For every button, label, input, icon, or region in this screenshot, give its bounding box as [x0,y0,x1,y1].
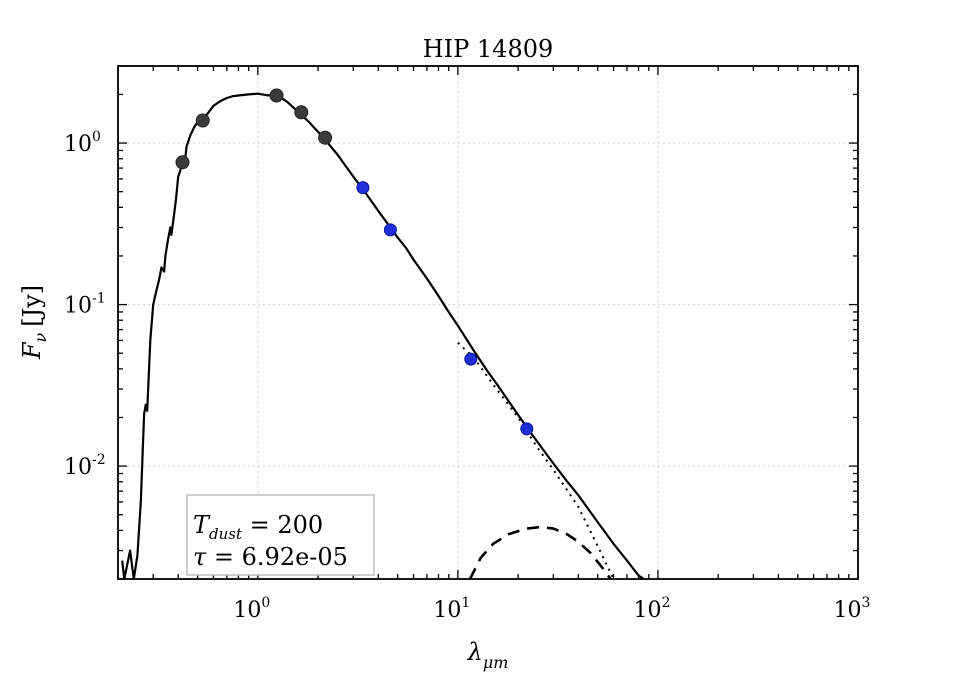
y-axis-label-unit: [Jy] [18,285,46,327]
x-axis-label: λμm [467,638,509,672]
gray-data-point [318,130,333,145]
axis-tick-labels: 100 101 102 103 100 10-1 10-2 [64,129,870,623]
chart-title: HIP 14809 [423,35,554,63]
blue-data-point [464,352,478,366]
axis-ticks [117,65,859,580]
x-axis-label-sub: μm [483,653,509,672]
annotation-tau-value: = 6.92e-05 [206,543,348,571]
y-axis-label-group: Fν [Jy] [18,285,50,360]
annotation-tau-symbol: τ [193,543,207,571]
total-model-line [121,92,645,579]
y-axis-label-base: F [18,341,46,360]
y-tick-label: 10-1 [64,291,106,319]
photometry-markers [175,88,534,436]
y-axis-label-sub: ν [31,332,50,342]
blue-data-point [356,181,370,195]
x-axis-label-base: λ [467,638,483,666]
photosphere-line [457,342,615,579]
y-tick-label: 10-2 [64,452,106,480]
annotation-box: Tdust = 200 τ = 6.92e-05 [186,494,375,576]
gray-data-point [195,113,210,128]
y-tick-label: 100 [64,129,101,157]
x-tick-label: 103 [834,595,871,623]
x-tick-label: 102 [633,595,670,623]
grid-lines [118,66,858,579]
gray-data-point [175,155,190,170]
gray-data-point [294,105,309,120]
dust-line [468,525,612,579]
annotation-line-1: Tdust = 200 [193,511,323,543]
x-tick-label: 101 [433,595,470,623]
blue-data-point [383,223,397,237]
annotation-line-2: τ = 6.92e-05 [193,543,348,571]
annotation-tdust-sub: dust [209,525,243,543]
x-tick-label: 100 [233,595,270,623]
model-curves [121,92,645,579]
y-axis-label: Fν [Jy] [18,285,50,360]
annotation-tdust-symbol: T [193,511,211,539]
gray-data-point [269,88,284,103]
plot-frame [117,65,859,580]
annotation-tdust-value: = 200 [242,511,323,539]
blue-data-point [520,422,534,436]
